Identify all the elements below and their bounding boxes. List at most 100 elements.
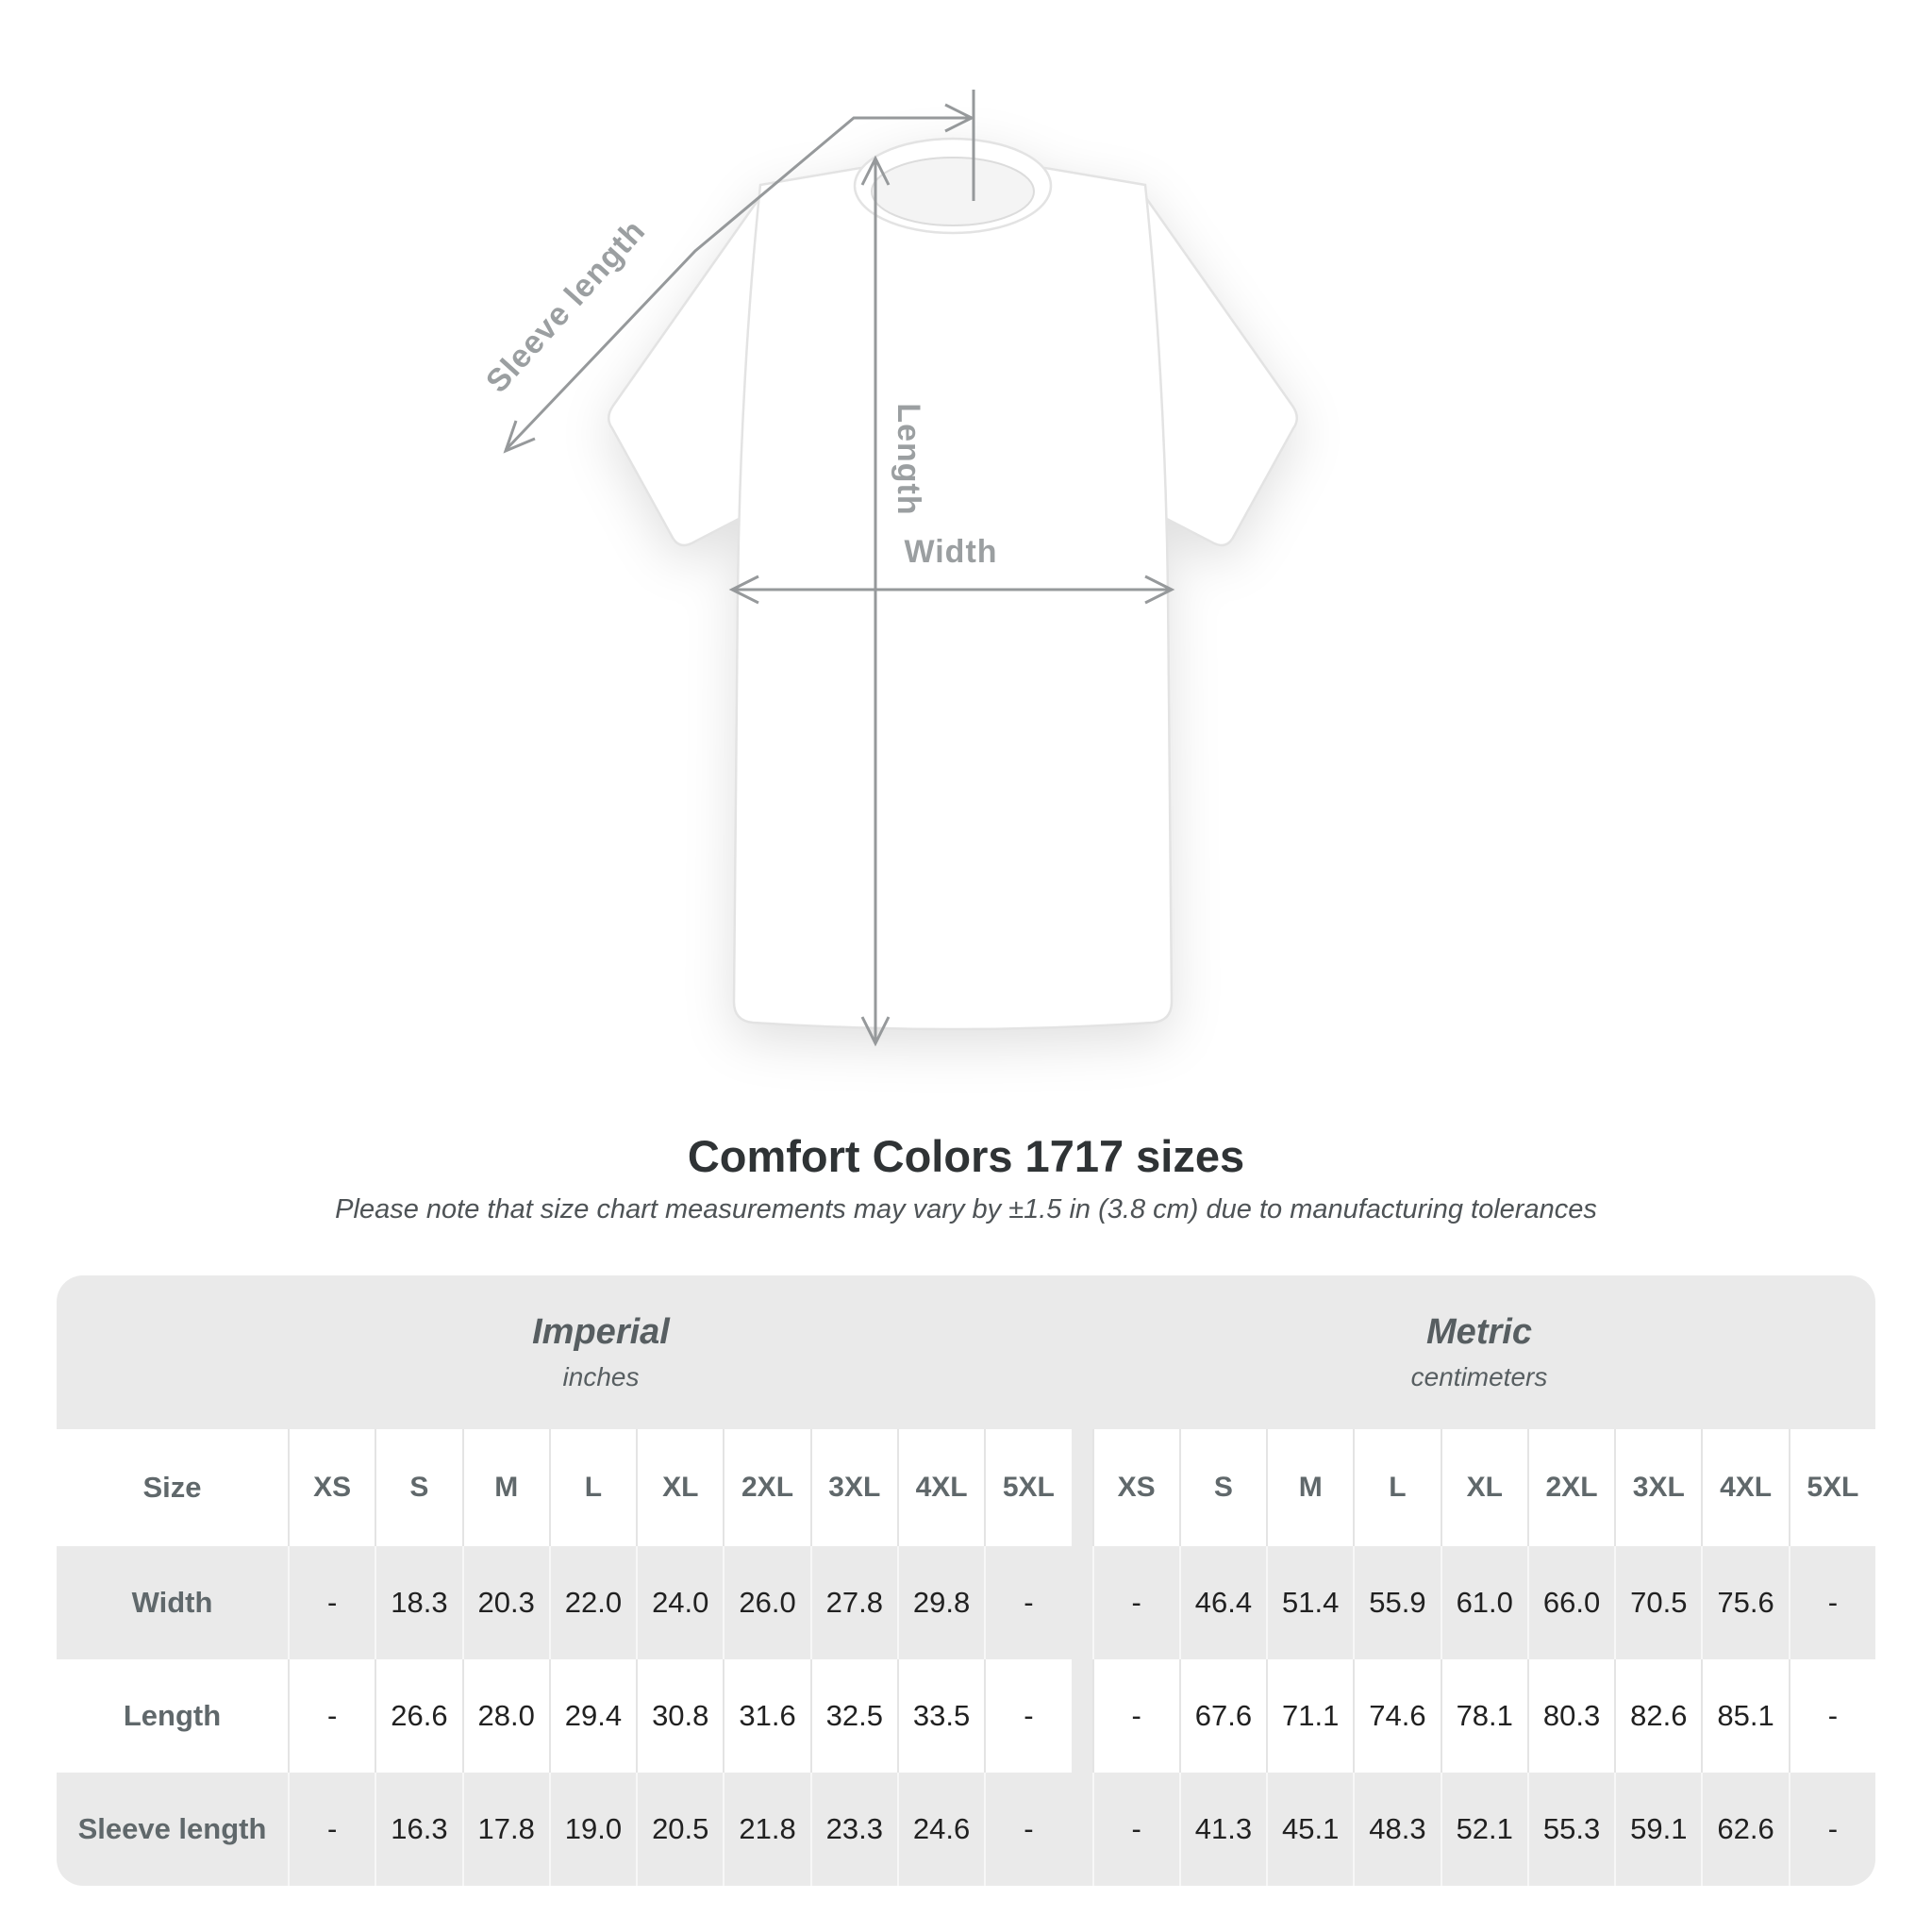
length-arrowhead-bottom	[860, 1016, 891, 1047]
value-cell: -	[288, 1773, 375, 1886]
value-cell: 45.1	[1266, 1773, 1353, 1886]
size-header-cell: 4XL	[1701, 1429, 1788, 1546]
table-row-length: Length -26.6 28.0 29.4 30.8 31.6 32.5 33.5- -67.…	[57, 1659, 1875, 1773]
value-cell: 74.6	[1353, 1659, 1440, 1773]
metric-label: Metric	[1426, 1312, 1532, 1352]
value-cell: -	[984, 1773, 1071, 1886]
size-header-cell: 2XL	[1526, 1429, 1614, 1546]
value-cell: 26.6	[375, 1659, 461, 1773]
sleeve-length-arrow	[504, 116, 970, 452]
value-cell: 29.4	[548, 1659, 636, 1773]
table-row-sleeve-length: Sleeve length -16.3 17.8 19.0 20.5 21.8 23.3 24…	[57, 1773, 1875, 1886]
value-cell: -	[1091, 1659, 1179, 1773]
size-header-cell: S	[375, 1429, 461, 1546]
value-cell: 46.4	[1178, 1546, 1266, 1659]
value-cell: 59.1	[1614, 1773, 1701, 1886]
group-divider	[1071, 1659, 1092, 1773]
length-label: Length	[891, 403, 926, 515]
value-cell: 85.1	[1701, 1659, 1788, 1773]
value-cell: 61.0	[1440, 1546, 1527, 1659]
sleeve-arrowhead-left	[503, 420, 536, 454]
imperial-unit: inches	[562, 1362, 640, 1391]
row-label: Sleeve length	[77, 1812, 267, 1845]
size-header-cell: 2XL	[723, 1429, 809, 1546]
tshirt-body	[732, 166, 1174, 1031]
metric-group-header: Metric centimeters	[1083, 1312, 1875, 1392]
row-label: Length	[123, 1699, 222, 1732]
value-cell: -	[1788, 1773, 1875, 1886]
size-header-cell: XS	[1091, 1429, 1179, 1546]
value-cell: 80.3	[1526, 1659, 1614, 1773]
length-arrowhead-top	[860, 155, 891, 186]
value-cell: 62.6	[1701, 1773, 1788, 1886]
size-header-cell: M	[461, 1429, 549, 1546]
size-header-cell: M	[1266, 1429, 1353, 1546]
value-cell: 51.4	[1266, 1546, 1353, 1659]
size-header-cell: 5XL	[1788, 1429, 1875, 1546]
value-cell: 33.5	[896, 1659, 984, 1773]
sleeve-length-label: Sleeve length	[479, 213, 653, 400]
value-cell: 18.3	[375, 1546, 461, 1659]
value-cell: 82.6	[1614, 1659, 1701, 1773]
size-header-cell: 3XL	[809, 1429, 897, 1546]
metric-unit: centimeters	[1410, 1362, 1548, 1391]
value-cell: 22.0	[548, 1546, 636, 1659]
page-title: Comfort Colors 1717 sizes	[687, 1131, 1245, 1181]
value-cell: 17.8	[461, 1773, 549, 1886]
size-header-cell: 3XL	[1614, 1429, 1701, 1546]
value-cell: 78.1	[1440, 1659, 1527, 1773]
size-header-cell: XL	[636, 1429, 723, 1546]
width-label: Width	[904, 534, 997, 570]
size-header-cell: L	[1353, 1429, 1440, 1546]
group-divider	[1071, 1429, 1092, 1546]
value-cell: 29.8	[896, 1546, 984, 1659]
value-cell: 32.5	[809, 1659, 897, 1773]
value-cell: 55.9	[1353, 1546, 1440, 1659]
value-cell: 66.0	[1526, 1546, 1614, 1659]
size-table: Imperial inches Metric centimeters Size X…	[57, 1275, 1875, 1886]
value-cell: 24.0	[636, 1546, 723, 1659]
imperial-label: Imperial	[532, 1312, 670, 1352]
value-cell: 28.0	[461, 1659, 549, 1773]
value-cell: -	[1788, 1659, 1875, 1773]
value-cell: 41.3	[1178, 1773, 1266, 1886]
value-cell: -	[1091, 1773, 1179, 1886]
value-cell: 26.0	[723, 1546, 809, 1659]
size-header-cell: L	[548, 1429, 636, 1546]
size-header-cell: S	[1178, 1429, 1266, 1546]
size-header-cell: 4XL	[896, 1429, 984, 1546]
value-cell: 75.6	[1701, 1546, 1788, 1659]
tshirt-illustration	[608, 137, 1298, 1031]
value-cell: 48.3	[1353, 1773, 1440, 1886]
group-divider	[1071, 1546, 1092, 1659]
size-column-header: Size	[142, 1471, 202, 1504]
value-cell: 16.3	[375, 1773, 461, 1886]
value-cell: -	[1788, 1546, 1875, 1659]
table-header-row: Size XS S M L XL 2XL 3XL 4XL 5XL XS S M L XL 2XL 3XL 4XL 5…	[57, 1429, 1875, 1546]
value-cell: -	[984, 1546, 1071, 1659]
size-header-cell: 5XL	[984, 1429, 1071, 1546]
row-label: Width	[131, 1586, 213, 1619]
value-cell: 67.6	[1178, 1659, 1266, 1773]
width-arrowhead-left	[728, 575, 759, 605]
value-cell: 20.5	[636, 1773, 723, 1886]
tshirt-collar-inner	[871, 157, 1035, 226]
value-cell: 55.3	[1526, 1773, 1614, 1886]
sleeve-arrowhead-right	[944, 103, 975, 133]
width-arrowhead-right	[1144, 575, 1175, 605]
value-cell: 20.3	[461, 1546, 549, 1659]
value-cell: -	[288, 1546, 375, 1659]
value-cell: 70.5	[1614, 1546, 1701, 1659]
value-cell: 19.0	[548, 1773, 636, 1886]
value-cell: 21.8	[723, 1773, 809, 1886]
value-cell: 24.6	[896, 1773, 984, 1886]
imperial-group-header: Imperial inches	[88, 1312, 1114, 1392]
value-cell: -	[1091, 1546, 1179, 1659]
value-cell: 23.3	[809, 1773, 897, 1886]
value-cell: 27.8	[809, 1546, 897, 1659]
value-cell: 71.1	[1266, 1659, 1353, 1773]
value-cell: 52.1	[1440, 1773, 1527, 1886]
value-cell: 30.8	[636, 1659, 723, 1773]
size-header-cell: XS	[288, 1429, 375, 1546]
